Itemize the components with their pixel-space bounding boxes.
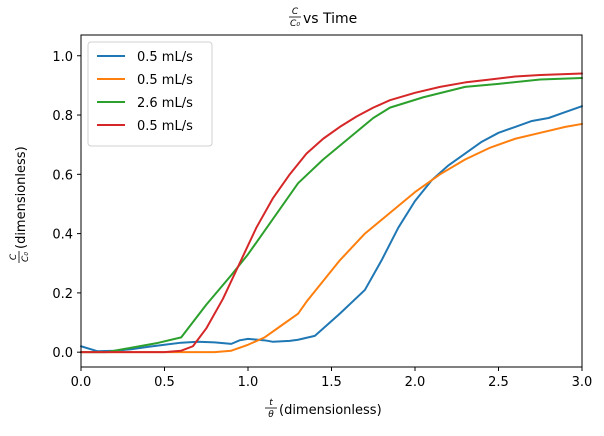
x-tick-label: 2.5 — [488, 375, 509, 390]
ylabel-numerator: C — [9, 253, 19, 260]
y-tick-label: 0.0 — [52, 346, 73, 361]
chart-title: C C₀ vs Time — [289, 7, 357, 29]
legend-label-2: 0.5 mL/s — [137, 73, 193, 88]
ylabel-text: (dimensionless) — [14, 146, 29, 249]
xlabel-denominator: θ — [268, 410, 274, 420]
x-tick-label: 0.5 — [154, 375, 175, 390]
ylabel-denominator: C₀ — [21, 252, 31, 262]
y-axis-label: C C₀ (dimensionless) — [9, 146, 31, 263]
title-denominator: C₀ — [290, 19, 300, 29]
title-numerator: C — [292, 7, 299, 17]
x-axis-label: tθ (dimensionless) — [265, 398, 382, 420]
y-tick-label: 0.8 — [52, 109, 73, 124]
title-text: vs Time — [303, 11, 357, 27]
series-line-3 — [80, 76, 583, 354]
xlabel-text: (dimensionless) — [279, 403, 382, 418]
legend: 0.5 mL/s 0.5 mL/s 2.6 mL/s 0.5 mL/s — [87, 41, 213, 147]
series-line-4 — [80, 72, 583, 354]
y-tick-label: 0.2 — [52, 287, 73, 302]
x-tick-label: 1.5 — [321, 375, 342, 390]
y-tick-label: 0.4 — [52, 228, 73, 243]
y-tick-label: 0.6 — [52, 168, 73, 183]
x-tick-label: 2.0 — [405, 375, 426, 390]
x-tick-label: 0.0 — [71, 375, 92, 390]
x-tick-label: 1.0 — [238, 375, 259, 390]
series-line-1 — [80, 105, 583, 353]
xlabel-numerator: t — [269, 398, 273, 408]
legend-box — [87, 41, 213, 147]
y-tick-label: 1.0 — [52, 50, 73, 65]
legend-label-3: 2.6 mL/s — [137, 96, 193, 111]
legend-label-4: 0.5 mL/s — [137, 119, 193, 134]
x-tick-label: 3.0 — [572, 375, 593, 390]
legend-label-1: 0.5 mL/s — [137, 50, 193, 65]
series-line-2 — [80, 122, 583, 354]
series-group — [80, 72, 583, 354]
